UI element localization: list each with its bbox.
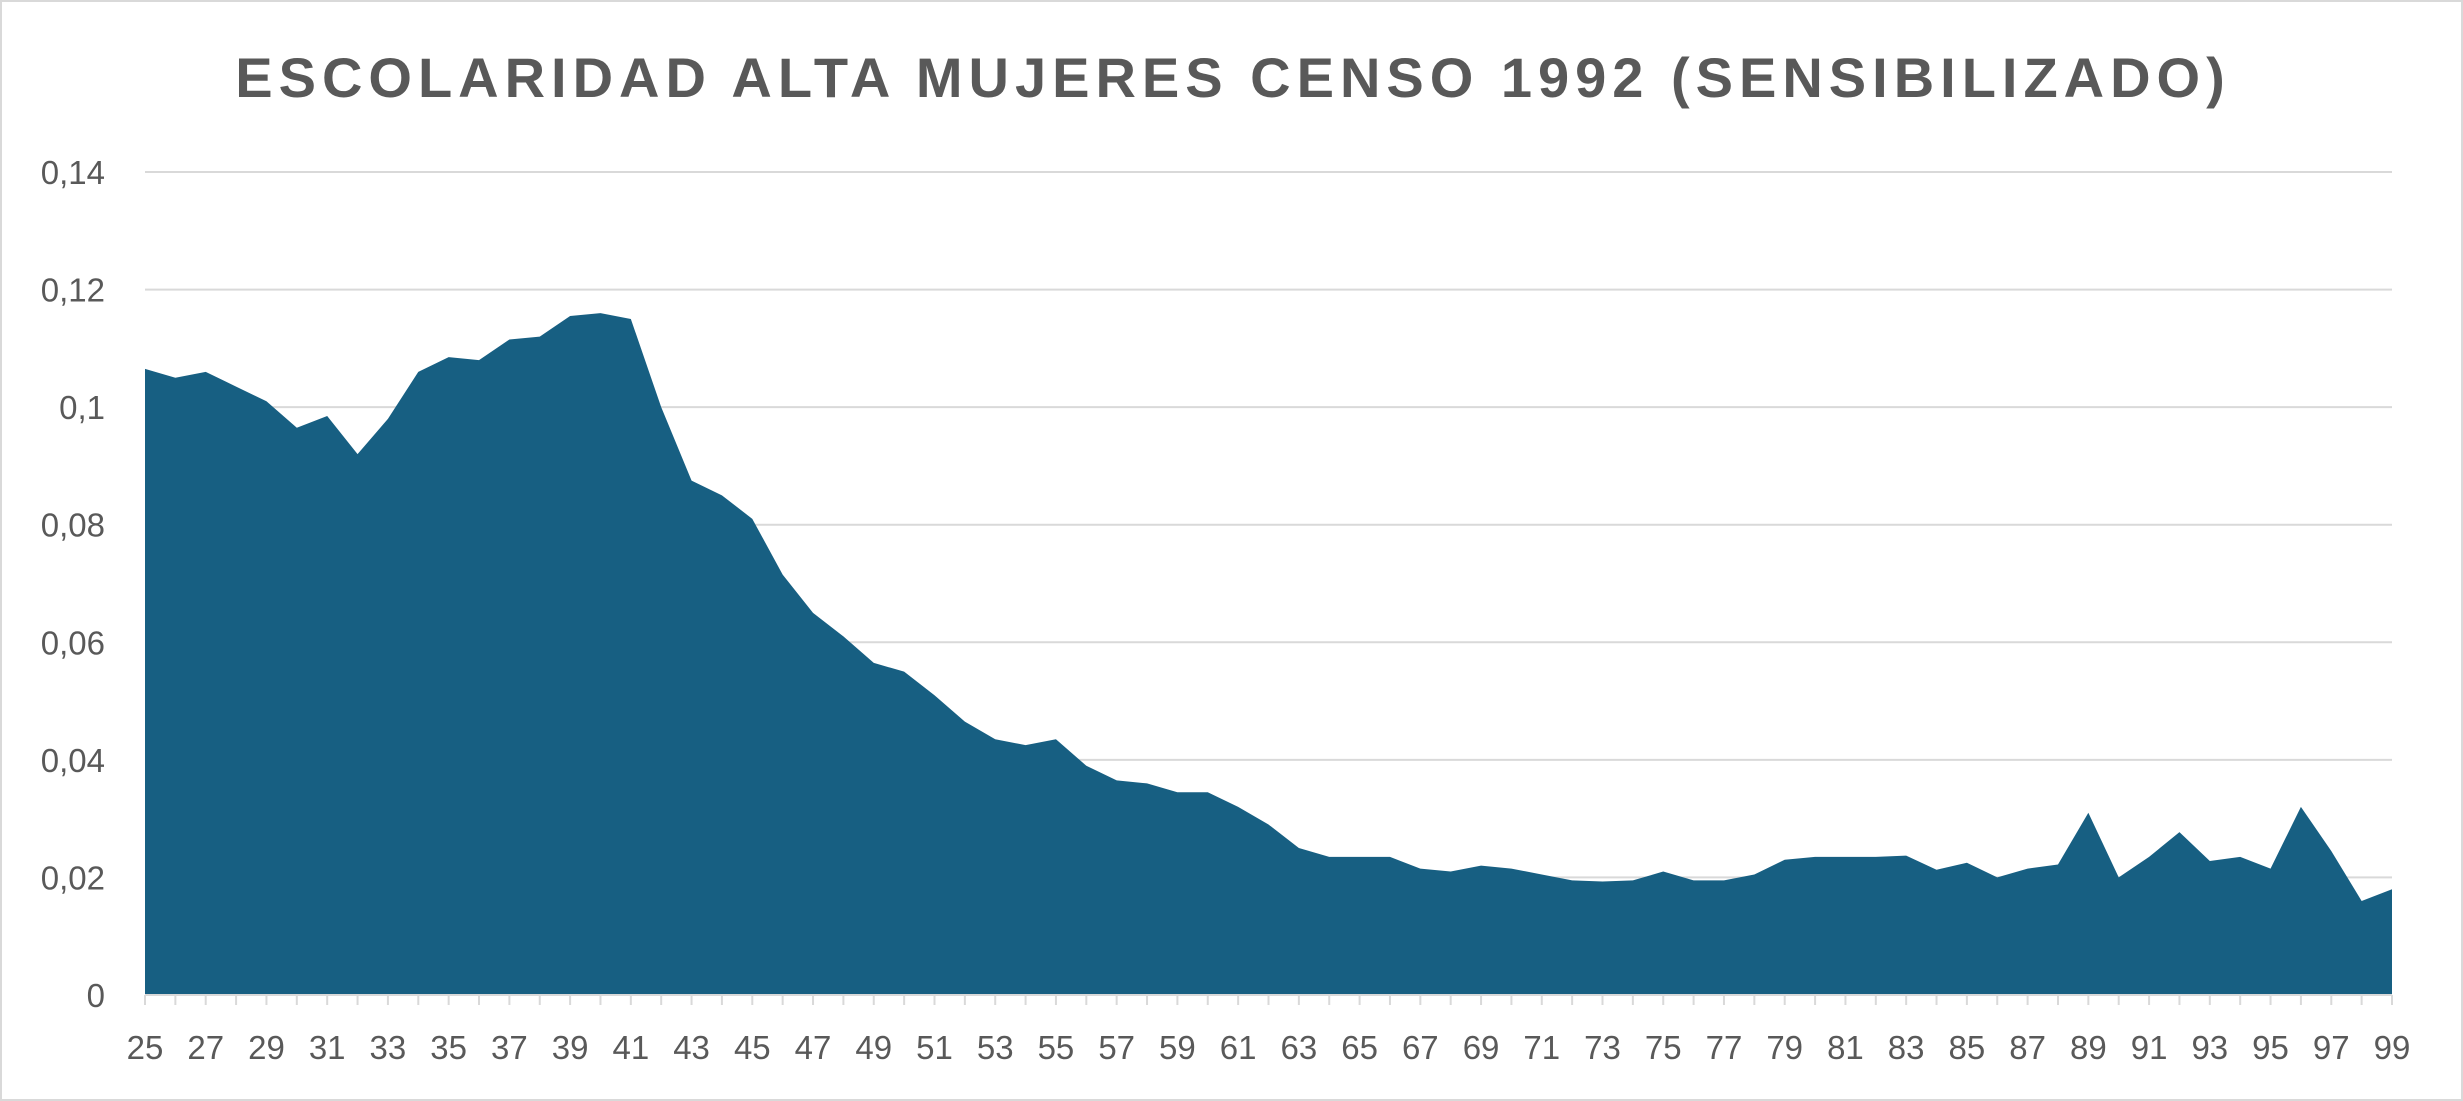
x-tick-label: 69 xyxy=(1463,1029,1500,1066)
x-tick-label: 97 xyxy=(2313,1029,2350,1066)
x-tick-label: 67 xyxy=(1402,1029,1439,1066)
x-tick-label: 77 xyxy=(1706,1029,1743,1066)
y-tick-label: 0,12 xyxy=(41,272,105,309)
x-tick-label: 53 xyxy=(977,1029,1014,1066)
x-tick-label: 93 xyxy=(2191,1029,2228,1066)
x-tick-label: 79 xyxy=(1766,1029,1803,1066)
x-tick-label: 49 xyxy=(855,1029,892,1066)
x-tick-label: 29 xyxy=(248,1029,285,1066)
chart-title: ESCOLARIDAD ALTA MUJERES CENSO 1992 (SEN… xyxy=(235,46,2231,109)
x-tick-label: 37 xyxy=(491,1029,528,1066)
x-tick-label: 81 xyxy=(1827,1029,1864,1066)
x-tick-label: 43 xyxy=(673,1029,710,1066)
series-area xyxy=(145,313,2392,996)
x-axis xyxy=(144,994,2393,1005)
x-tick-label: 87 xyxy=(2009,1029,2046,1066)
x-tick-label: 89 xyxy=(2070,1029,2107,1066)
x-tick-label: 95 xyxy=(2252,1029,2289,1066)
x-tick-label: 39 xyxy=(552,1029,589,1066)
x-tick-label: 85 xyxy=(1949,1029,1986,1066)
series-area-group xyxy=(145,313,2392,996)
x-tick-label: 91 xyxy=(2131,1029,2168,1066)
x-tick-label: 57 xyxy=(1098,1029,1135,1066)
y-tick-label: 0,06 xyxy=(41,624,105,661)
x-tick-label: 65 xyxy=(1341,1029,1378,1066)
y-tick-label: 0,1 xyxy=(59,389,105,426)
x-tick-label: 31 xyxy=(309,1029,346,1066)
x-tick-label: 33 xyxy=(370,1029,407,1066)
x-tick-label: 47 xyxy=(795,1029,832,1066)
x-tick-label: 83 xyxy=(1888,1029,1925,1066)
x-tick-label: 63 xyxy=(1281,1029,1318,1066)
y-tick-label: 0,02 xyxy=(41,859,105,896)
x-tick-label: 61 xyxy=(1220,1029,1257,1066)
x-tick-label: 55 xyxy=(1038,1029,1075,1066)
x-tick-label: 41 xyxy=(612,1029,649,1066)
x-tick-label: 71 xyxy=(1523,1029,1560,1066)
x-axis-tick-labels: 25 27 29 31 33 35 37 39 41 43 45 47 49 51 53 55 57 59 61 63… xyxy=(127,1029,2411,1066)
x-tick-label: 99 xyxy=(2374,1029,2411,1066)
x-tick-label: 73 xyxy=(1584,1029,1621,1066)
x-tick-label: 45 xyxy=(734,1029,771,1066)
y-tick-label: 0,14 xyxy=(41,154,105,191)
y-tick-label: 0,04 xyxy=(41,742,105,779)
x-tick-label: 59 xyxy=(1159,1029,1196,1066)
y-axis-tick-labels: 0 0,02 0,04 0,06 0,08 0,1 0,12 0,14 xyxy=(41,154,105,1014)
x-tick-label: 25 xyxy=(127,1029,164,1066)
x-tick-label: 27 xyxy=(187,1029,224,1066)
x-tick-label: 51 xyxy=(916,1029,953,1066)
x-tick-label: 35 xyxy=(430,1029,467,1066)
x-tick-label: 75 xyxy=(1645,1029,1682,1066)
y-tick-label: 0,08 xyxy=(41,507,105,544)
y-tick-label: 0 xyxy=(87,977,105,1014)
